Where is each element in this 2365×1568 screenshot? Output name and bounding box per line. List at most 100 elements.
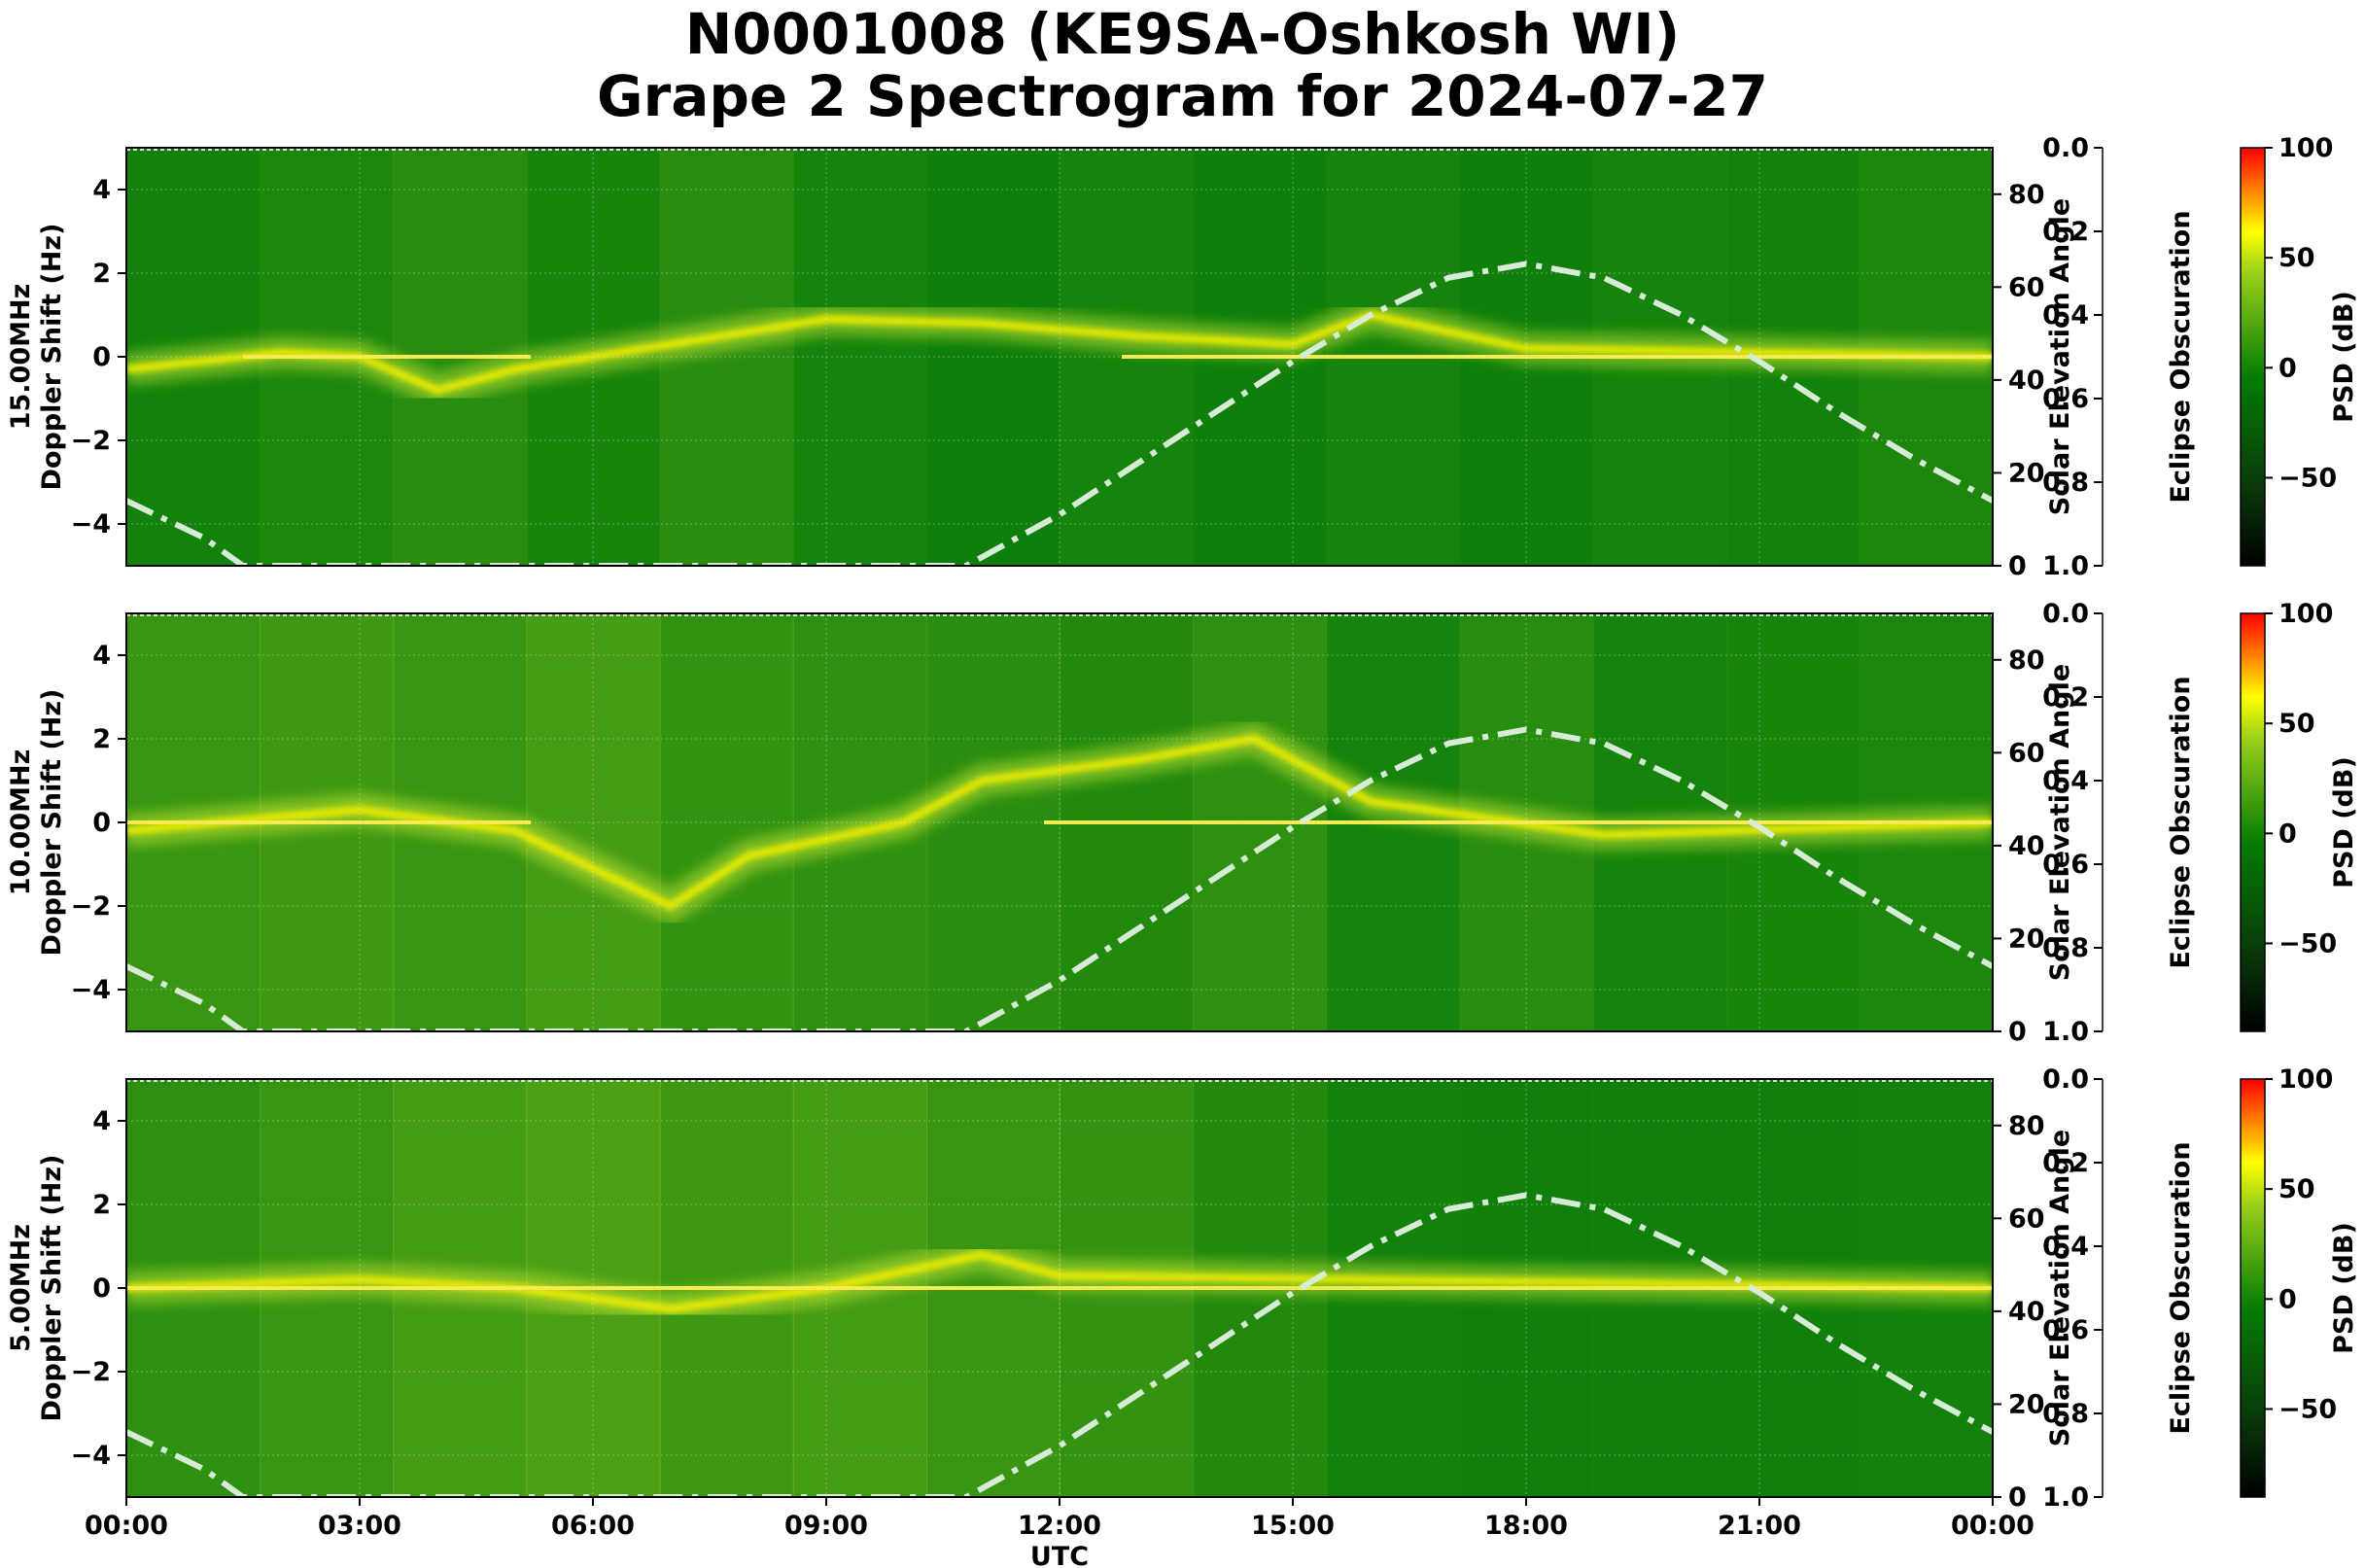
x-tick-label: 21:00 [1718, 1511, 1801, 1541]
solar-elevation-curve [126, 1192, 1993, 1497]
y2-tick-label: 20 [2008, 458, 2045, 488]
y-tick-label: −2 [71, 426, 111, 456]
psd-colorbar [2240, 612, 2266, 1032]
eclipse-tick-label: 0.4 [2042, 300, 2089, 331]
x-tick-label: 12:00 [1018, 1511, 1101, 1541]
colorbar-tick-label: 100 [2278, 599, 2333, 629]
colorbar-tick-label: 100 [2278, 1064, 2333, 1095]
y2-tick-label: 40 [2008, 366, 2045, 396]
y-tick-label: 4 [92, 641, 111, 671]
y-axis-label: Doppler Shift (Hz) [37, 1155, 67, 1422]
eclipse-tick-label: 0.6 [2042, 384, 2089, 414]
y-tick-label: −2 [71, 1357, 111, 1387]
y-tick-label: 2 [92, 724, 111, 754]
doppler-trace [126, 1249, 1993, 1314]
panel-15.00MHz: −4 −2 0 2 4 15.00MHz Doppler Shift (Hz) 0 20 40 60… [6, 133, 2359, 581]
colorbar-tick-label: −50 [2278, 1394, 2337, 1424]
activity-band [526, 613, 661, 1031]
y2-tick-label: 0 [2008, 1017, 2027, 1047]
colorbar-tick-label: 0 [2278, 819, 2297, 849]
psd-colorbar [2240, 1078, 2266, 1498]
eclipse-tick-label: 0.6 [2042, 1315, 2089, 1345]
eclipse-tick-label: 0.0 [2042, 133, 2089, 163]
y2-tick-label: 60 [2008, 1203, 2045, 1234]
y-tick-label: 2 [92, 259, 111, 289]
y-tick-label: −4 [71, 975, 111, 1005]
colorbar-tick-label: 100 [2278, 133, 2333, 163]
frequency-label: 15.00MHz [6, 284, 36, 431]
eclipse-axis-label: Eclipse Obscuration [2166, 676, 2196, 968]
y2-tick-label: 20 [2008, 1389, 2045, 1419]
y2-tick-label: 0 [2008, 1482, 2027, 1513]
panel-10.00MHz: −4 −2 0 2 4 10.00MHz Doppler Shift (Hz) 0 20 40 60… [6, 599, 2359, 1047]
y-tick-label: 0 [92, 1273, 111, 1304]
eclipse-tick-label: 1.0 [2042, 551, 2089, 581]
y2-axis-label: Solar Elevation Angle [2045, 198, 2075, 515]
y2-tick-label: 80 [2008, 180, 2045, 210]
eclipse-axis-label: Eclipse Obscuration [2166, 1141, 2196, 1434]
psd-colorbar [2240, 147, 2266, 567]
colorbar-tick-label: 50 [2278, 1174, 2315, 1204]
frequency-label: 5.00MHz [6, 1224, 36, 1352]
eclipse-tick-label: 0.0 [2042, 599, 2089, 629]
y2-tick-label: 0 [2008, 551, 2027, 581]
eclipse-tick-label: 0.8 [2042, 468, 2089, 498]
y-tick-label: 0 [92, 342, 111, 372]
solar-elevation-curve [126, 261, 1993, 566]
y-axis-label: Doppler Shift (Hz) [37, 224, 67, 491]
y2-tick-label: 60 [2008, 738, 2045, 768]
eclipse-tick-label: 0.2 [2042, 1148, 2089, 1178]
colorbar-label: PSD (dB) [2329, 756, 2359, 889]
colorbar-label: PSD (dB) [2329, 1222, 2359, 1354]
y2-tick-label: 40 [2008, 1297, 2045, 1327]
eclipse-tick-label: 0.2 [2042, 682, 2089, 713]
activity-band [659, 613, 794, 1031]
colorbar-tick-label: 50 [2278, 243, 2315, 273]
y-tick-label: 4 [92, 1106, 111, 1136]
y-tick-label: 4 [92, 175, 111, 205]
y-tick-label: −2 [71, 891, 111, 922]
y-tick-label: −4 [71, 1441, 111, 1471]
x-axis-label: UTC [1030, 1542, 1089, 1568]
y-axis-label: Doppler Shift (Hz) [37, 689, 67, 957]
x-tick-label: 00:00 [85, 1511, 168, 1541]
eclipse-tick-label: 1.0 [2042, 1017, 2089, 1047]
panel-5.00MHz: −4 −2 0 2 4 5.00MHz Doppler Shift (Hz) 0 20 40 60 8… [6, 1064, 2359, 1513]
eclipse-axis-label: Eclipse Obscuration [2166, 210, 2196, 503]
x-tick-label: 18:00 [1484, 1511, 1568, 1541]
x-tick-label: 03:00 [318, 1511, 401, 1541]
colorbar-tick-label: 0 [2278, 1284, 2297, 1314]
chart-subtitle: Grape 2 Spectrogram for 2024-07-27 [597, 63, 1768, 129]
y2-axis-label: Solar Elevation Angle [2045, 664, 2075, 981]
colorbar-label: PSD (dB) [2329, 291, 2359, 423]
doppler-trace [126, 734, 1993, 912]
y-tick-label: 0 [92, 808, 111, 838]
eclipse-tick-label: 0.6 [2042, 850, 2089, 880]
y-tick-label: 2 [92, 1190, 111, 1220]
y2-tick-label: 60 [2008, 272, 2045, 302]
x-tick-label: 09:00 [784, 1511, 868, 1541]
y2-tick-label: 80 [2008, 645, 2045, 676]
eclipse-tick-label: 1.0 [2042, 1482, 2089, 1513]
colorbar-tick-label: −50 [2278, 463, 2337, 493]
colorbar-tick-label: 50 [2278, 709, 2315, 739]
x-tick-label: 06:00 [551, 1511, 635, 1541]
x-tick-label: 15:00 [1251, 1511, 1335, 1541]
y2-tick-label: 20 [2008, 923, 2045, 954]
eclipse-tick-label: 0.4 [2042, 1232, 2089, 1262]
y2-tick-label: 80 [2008, 1111, 2045, 1141]
y2-axis-label: Solar Elevation Angle [2045, 1130, 2075, 1446]
solar-elevation-curve [126, 726, 1993, 1031]
chart-title: N0001008 (KE9SA-Oshkosh WI) [684, 1, 1681, 67]
eclipse-tick-label: 0.8 [2042, 1399, 2089, 1429]
eclipse-tick-label: 0.8 [2042, 933, 2089, 963]
eclipse-tick-label: 0.2 [2042, 217, 2089, 247]
eclipse-tick-label: 0.0 [2042, 1064, 2089, 1095]
y-tick-label: −4 [71, 509, 111, 540]
x-tick-label: 00:00 [1951, 1511, 2035, 1541]
colorbar-tick-label: 0 [2278, 353, 2297, 383]
colorbar-tick-label: −50 [2278, 928, 2337, 958]
frequency-label: 10.00MHz [6, 749, 36, 896]
eclipse-tick-label: 0.4 [2042, 766, 2089, 796]
